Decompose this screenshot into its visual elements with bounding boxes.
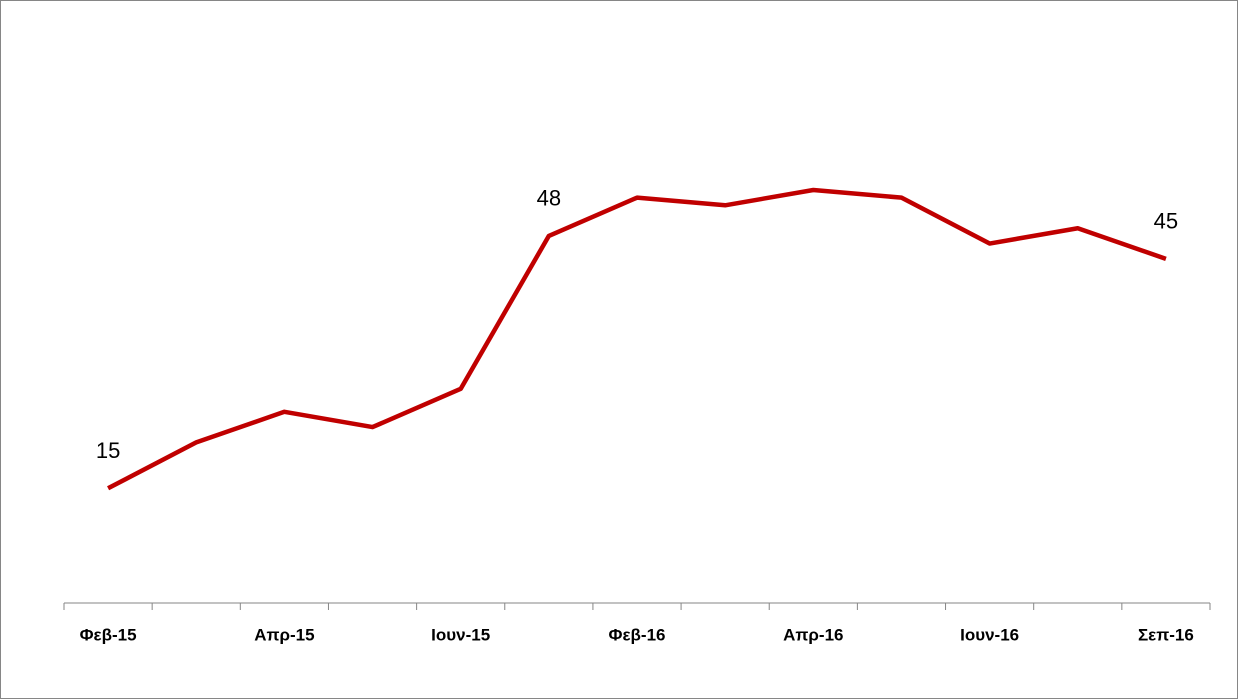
- x-tick-label: Απρ-16: [783, 625, 843, 644]
- x-tick-label: Ιουν-16: [960, 625, 1019, 644]
- data-label: 48: [537, 186, 561, 211]
- x-tick-label: Ιουν-15: [431, 625, 490, 644]
- data-label: 45: [1154, 209, 1178, 234]
- line-series: [107, 187, 1167, 491]
- x-tick-label: Φεβ-15: [80, 625, 137, 644]
- x-tick-label: Απρ-15: [254, 625, 314, 644]
- x-tick-label: Σεπ-16: [1138, 625, 1194, 644]
- x-tick-label: Φεβ-16: [609, 625, 666, 644]
- data-label: 15: [96, 438, 120, 463]
